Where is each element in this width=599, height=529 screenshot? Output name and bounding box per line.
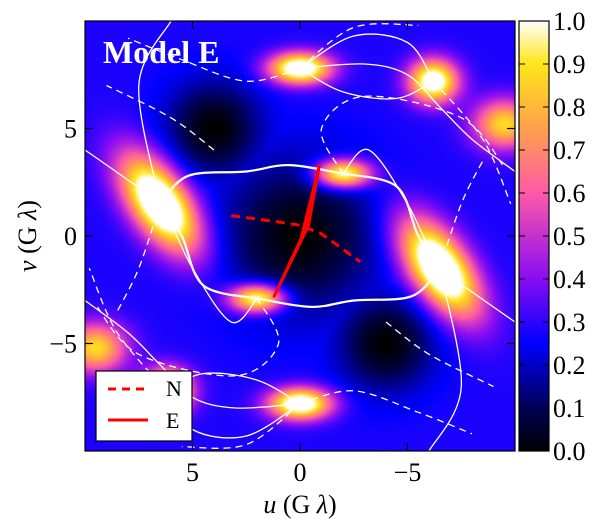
contour-dashed-6 [299, 23, 419, 69]
contour-dashed-10 [385, 321, 494, 388]
contour-solid-0 [159, 163, 344, 205]
colorbar-tick-label: 0.3 [553, 308, 586, 337]
y-ticks: 5 0 −5 [49, 115, 515, 359]
contour-solid-5 [299, 67, 434, 100]
colorbar-tick-label: 0.4 [553, 265, 586, 294]
y-axis-label: v (G λ) [13, 200, 42, 272]
contour-dashed-5 [439, 160, 484, 269]
contour-dashed-8 [432, 80, 512, 205]
contour-solid-2 [342, 172, 441, 269]
colorbar-tick-label: 1.0 [553, 7, 586, 36]
contour-solid-11 [299, 63, 515, 173]
contour-solid-3 [159, 203, 258, 300]
contour-dashed-7 [181, 403, 301, 449]
contour-dashed-2 [127, 37, 301, 82]
y-tick-label: 0 [64, 222, 77, 251]
colorbar: 0.0 0.1 0.2 0.3 0.4 0.5 0.6 0.7 0.8 0.9 1.0 [518, 7, 586, 466]
legend: N E [95, 370, 193, 442]
colorbar-tick-label: 0.5 [553, 222, 586, 251]
contour-solid-13 [428, 268, 462, 451]
colorbar-tick-label: 0.0 [553, 437, 586, 466]
x-ticks: 5 0 −5 [186, 21, 421, 487]
series-layer [230, 163, 362, 298]
colorbar-tick-label: 0.6 [553, 179, 586, 208]
contour-dashed-11 [106, 84, 215, 151]
series-e-line [272, 163, 321, 298]
legend-label-e: E [166, 408, 179, 433]
contour-solid-1 [256, 267, 441, 309]
contour-lines-dashed [88, 23, 512, 449]
x-axis-label: u (G λ) [263, 490, 336, 519]
contour-solid-8 [85, 149, 258, 324]
x-tick-label: −5 [394, 458, 422, 487]
colorbar-tick-label: 0.8 [553, 93, 586, 122]
colorbar-tick-label: 0.9 [553, 50, 586, 79]
chart-title: Model E [103, 34, 219, 70]
legend-box [95, 370, 193, 442]
x-tick-label: 0 [294, 458, 307, 487]
contour-dashed-0 [320, 95, 505, 175]
colorbar-tick-label: 0.2 [553, 351, 586, 380]
contour-solid-4 [299, 33, 434, 82]
colorbar-tick-label: 0.1 [553, 394, 586, 423]
y-tick-label: 5 [64, 115, 77, 144]
colorbar-tick-label: 0.7 [553, 136, 586, 165]
contour-dashed-3 [299, 390, 473, 435]
series-n-line [230, 214, 362, 264]
y-tick-label: −5 [49, 330, 77, 359]
contour-dashed-4 [116, 203, 161, 312]
legend-label-n: N [166, 376, 182, 401]
contour-solid-9 [342, 148, 515, 323]
contour-dashed-1 [95, 298, 280, 377]
contour-solid-12 [138, 21, 172, 204]
colorbar-ticks: 0.0 0.1 0.2 0.3 0.4 0.5 0.6 0.7 0.8 0.9 1.0 [519, 7, 586, 466]
x-tick-label: 5 [186, 458, 199, 487]
